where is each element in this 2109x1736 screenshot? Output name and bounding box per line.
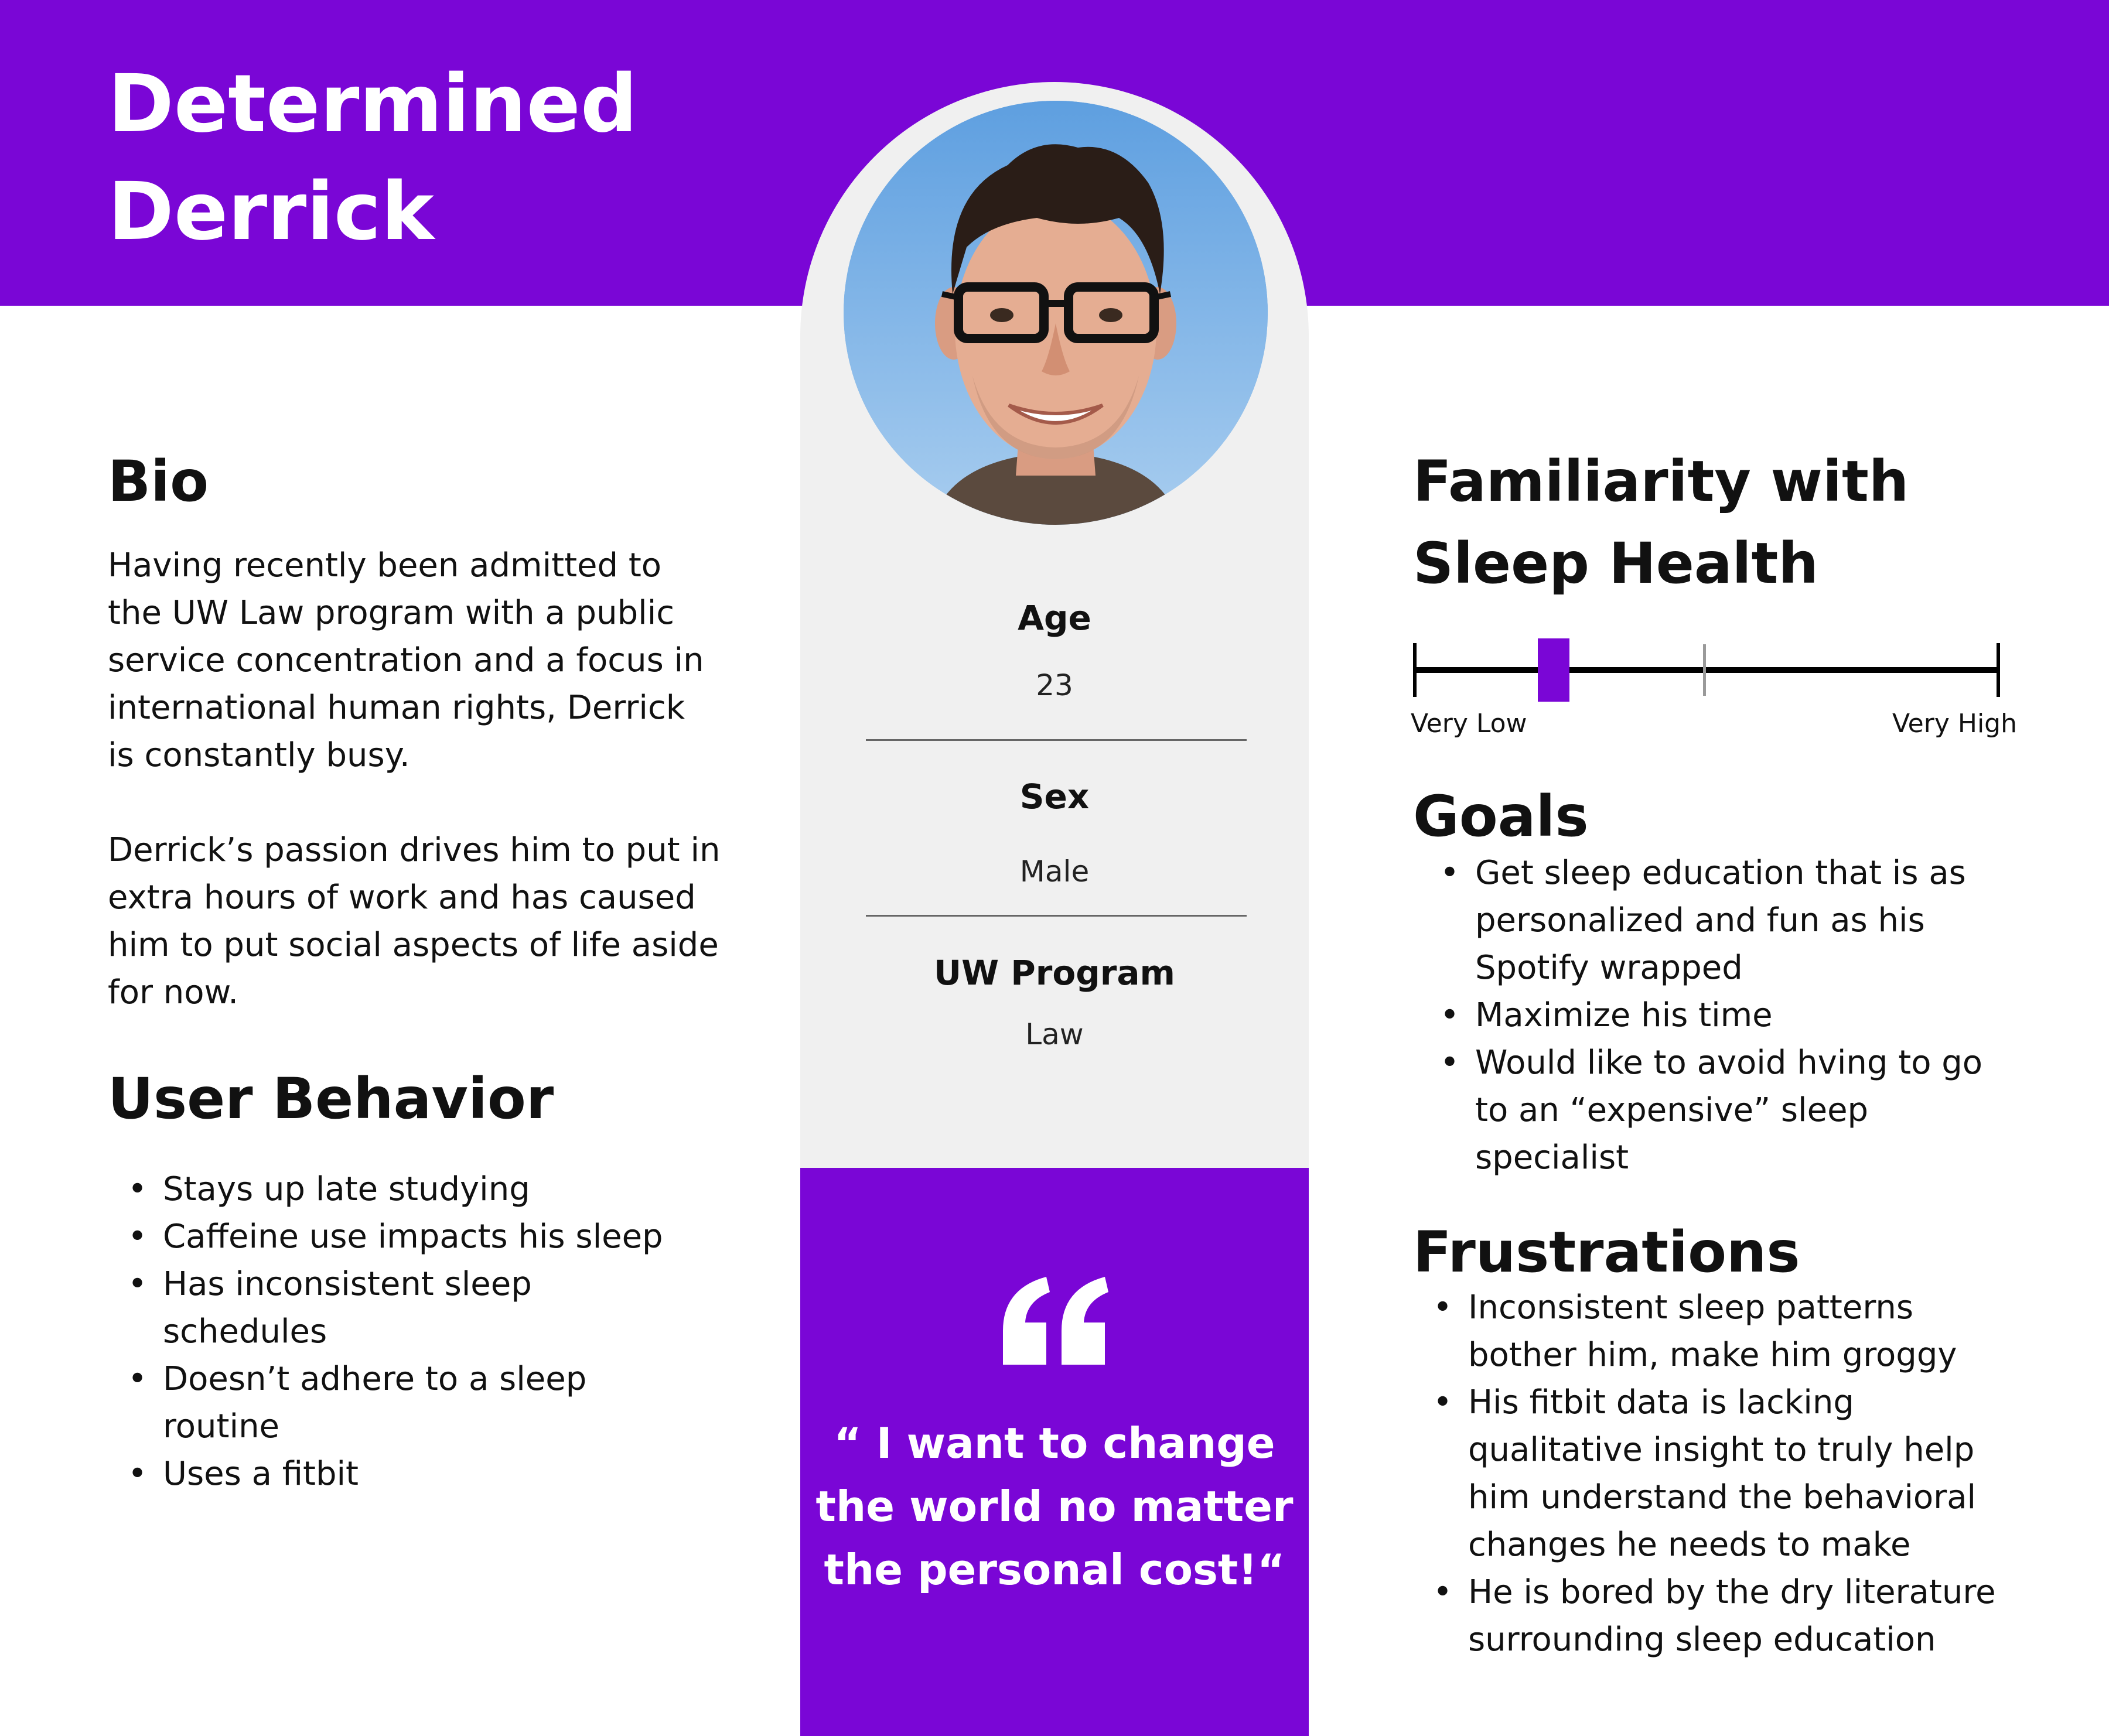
quote-text: “ I want to change the world no matter t…	[815, 1419, 1294, 1594]
list-item: Get sleep education that is as personali…	[1420, 849, 2094, 992]
list-item-text: He is bored by the dry literature surrou…	[1468, 1573, 1996, 1659]
scale-marker	[1538, 638, 1569, 702]
divider	[866, 739, 1247, 741]
list-item-text: Maximize his time	[1475, 996, 1773, 1034]
list-item: His fitbit data is lacking qualitative i…	[1413, 1379, 2093, 1568]
familiarity-heading-line-1: Familiarity with	[1413, 449, 1909, 514]
portrait-photo	[844, 101, 1268, 525]
goals-list: Get sleep education that is as personali…	[1420, 849, 2094, 1181]
list-item-text: Uses a fitbit	[163, 1455, 359, 1493]
persona-name-line-1: Determined	[108, 58, 638, 151]
list-item-text: Caffeine use impacts his sleep	[163, 1218, 663, 1256]
list-item: Uses a fitbit	[108, 1450, 782, 1498]
list-item: Inconsistent sleep patterns bother him, …	[1413, 1284, 2093, 1379]
bio-paragraph: Having recently been admitted to the UW …	[108, 546, 704, 774]
bio-heading: Bio	[108, 449, 209, 514]
list-item-text: Would like to avoid hving to go to an “e…	[1475, 1044, 1983, 1177]
list-item-text: Has inconsistent sleep schedules	[163, 1265, 532, 1351]
sex-value: Male	[1019, 855, 1090, 888]
program-value: Law	[1025, 1017, 1084, 1051]
persona-name: Determined Derrick	[108, 50, 782, 266]
avatar	[844, 101, 1268, 525]
list-item-text: Get sleep education that is as personali…	[1475, 854, 1966, 987]
list-item: Has inconsistent sleep schedules	[108, 1260, 782, 1355]
age-label: Age	[1018, 598, 1091, 638]
divider	[866, 915, 1247, 917]
sex-label: Sex	[1019, 777, 1090, 816]
list-item-text: Inconsistent sleep patterns bother him, …	[1468, 1289, 1957, 1374]
scale-tick-mid	[1703, 644, 1706, 696]
program-label: UW Program	[934, 953, 1175, 993]
list-item: Would like to avoid hving to go to an “e…	[1420, 1039, 2094, 1181]
scale-tick-low	[1413, 643, 1417, 697]
list-item: Doesn’t adhere to a sleep routine	[108, 1355, 782, 1450]
persona-name-line-2: Derrick	[108, 166, 434, 258]
familiarity-heading: Familiarity with Sleep Health	[1413, 440, 1909, 604]
list-item: Stays up late studying	[108, 1166, 782, 1213]
list-item-text: Stays up late studying	[163, 1170, 530, 1208]
familiarity-heading-line-2: Sleep Health	[1413, 531, 1818, 596]
list-item: Maximize his time	[1420, 992, 2094, 1039]
bio-paragraph: Derrick’s passion drives him to put in e…	[108, 831, 721, 1011]
frustrations-list: Inconsistent sleep patterns bother him, …	[1413, 1284, 2093, 1663]
goals-heading: Goals	[1413, 784, 1589, 849]
scale-tick-high	[1997, 643, 2000, 697]
scale-track	[1413, 667, 2000, 673]
age-value: 23	[1036, 668, 1073, 702]
scale-low-label: Very Low	[1411, 709, 1527, 739]
list-item: Caffeine use impacts his sleep	[108, 1213, 782, 1260]
user-behavior-list: Stays up late studying Caffeine use impa…	[108, 1166, 782, 1498]
familiarity-scale	[1413, 638, 2000, 703]
list-item-text: His fitbit data is lacking qualitative i…	[1468, 1383, 1977, 1564]
frustrations-heading: Frustrations	[1413, 1219, 1800, 1285]
scale-high-label: Very High	[1892, 709, 2017, 739]
quote-icon	[1003, 1277, 1108, 1365]
user-behavior-heading: User Behavior	[108, 1066, 554, 1132]
bio-text: Having recently been admitted to the UW …	[108, 542, 782, 1016]
list-item-text: Doesn’t adhere to a sleep routine	[163, 1360, 587, 1445]
quote-panel	[800, 1168, 1309, 1736]
list-item: He is bored by the dry literature surrou…	[1413, 1568, 2093, 1663]
